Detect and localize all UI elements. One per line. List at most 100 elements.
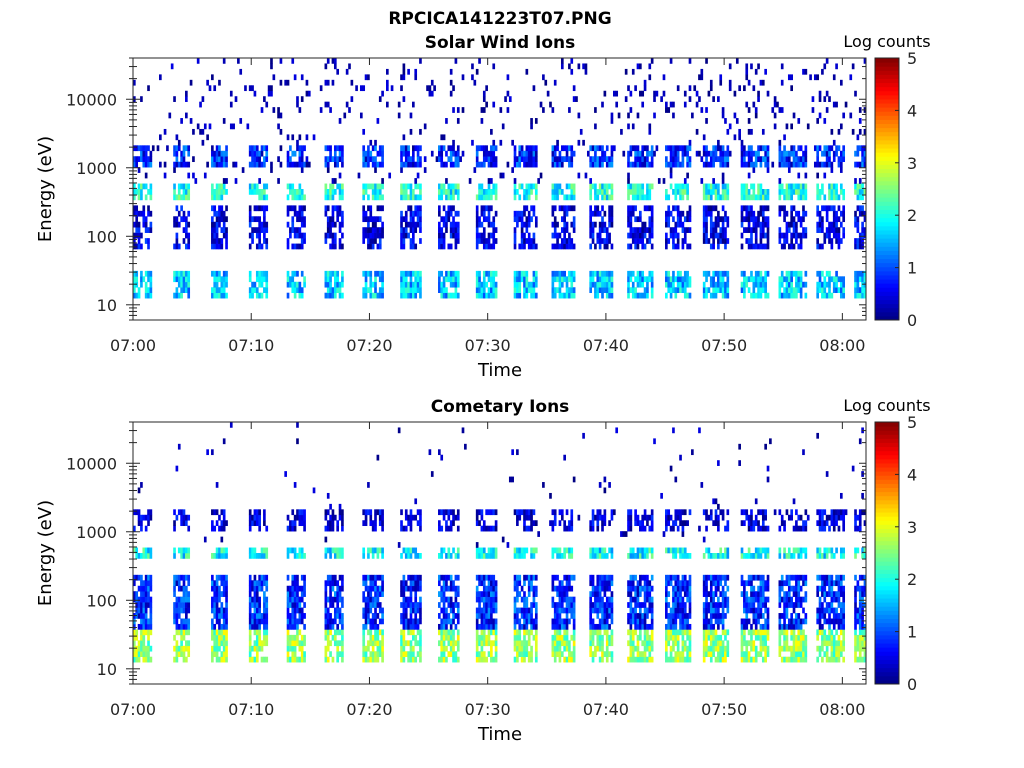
heatmap-cell [530, 292, 533, 299]
heatmap-cell [813, 74, 817, 81]
heatmap-cell [683, 270, 687, 277]
heatmap-cell [565, 276, 569, 283]
heatmap-cell [475, 221, 479, 228]
heatmap-cell [766, 90, 770, 97]
heatmap-cell [298, 205, 302, 212]
heatmap-cell [709, 161, 713, 168]
heatmap-cell [409, 651, 413, 658]
x-tick-label: 07:40 [583, 336, 629, 355]
heatmap-cell [258, 602, 261, 608]
heatmap-cell [376, 205, 380, 212]
heatmap-cell [650, 150, 654, 157]
heatmap-cell [213, 607, 217, 614]
heatmap-cell [371, 618, 375, 625]
heatmap-cell [374, 525, 377, 532]
heatmap-cell [449, 90, 453, 97]
heatmap-cell [182, 623, 186, 630]
heatmap-cell [480, 596, 484, 603]
heatmap-cell [556, 243, 559, 250]
heatmap-cell [149, 547, 153, 554]
heatmap-cell [714, 221, 718, 228]
heatmap-cell [636, 276, 640, 283]
heatmap-cell [185, 161, 188, 168]
heatmap-cell [854, 221, 857, 228]
heatmap-cell [605, 292, 609, 299]
heatmap-cell [400, 640, 403, 647]
heatmap-cell [248, 150, 252, 157]
heatmap-cell [133, 232, 136, 239]
heatmap-cell [464, 443, 467, 450]
heatmap-cell [816, 156, 820, 163]
heatmap-cell [719, 161, 723, 168]
heatmap-cell [220, 287, 224, 294]
heatmap-cell [416, 150, 420, 157]
heatmap-cell [707, 194, 711, 201]
heatmap-cell [629, 227, 633, 233]
heatmap-cell [523, 281, 526, 288]
heatmap-cell [369, 514, 373, 521]
heatmap-cell [565, 281, 569, 288]
heatmap-cell [258, 585, 261, 592]
heatmap-cell [255, 585, 259, 592]
heatmap-cell [532, 602, 536, 608]
heatmap-cell [293, 645, 297, 652]
heatmap-cell [490, 591, 493, 597]
heatmap-cell [837, 276, 841, 283]
heatmap-cell [726, 128, 730, 135]
heatmap-cell [709, 189, 713, 195]
heatmap-cell [133, 596, 136, 603]
heatmap-cell [582, 63, 585, 70]
heatmap-cell [419, 58, 422, 64]
heatmap-cell [341, 281, 344, 288]
heatmap-cell [456, 210, 460, 217]
heatmap-cell [140, 629, 143, 636]
heatmap-cell [419, 514, 422, 521]
heatmap-cell [518, 287, 522, 294]
heatmap-cell [442, 216, 446, 223]
heatmap-cell [369, 629, 373, 636]
heatmap-cell [747, 150, 751, 157]
heatmap-cell [364, 276, 368, 283]
heatmap-cell [371, 623, 375, 630]
heatmap-cell [324, 623, 328, 630]
heatmap-cell [478, 591, 481, 597]
heatmap-cell [650, 276, 654, 283]
heatmap-cell [478, 553, 481, 559]
heatmap-cell [542, 74, 545, 81]
heatmap-cell [291, 216, 295, 223]
heatmap-cell [790, 270, 793, 277]
heatmap-cell [409, 514, 413, 521]
heatmap-cell [175, 276, 179, 283]
heatmap-cell [475, 585, 479, 592]
heatmap-cell [369, 287, 373, 294]
heatmap-cell [520, 547, 524, 554]
heatmap-cell [560, 63, 564, 70]
heatmap-cell [778, 156, 782, 163]
heatmap-cell [265, 238, 269, 244]
heatmap-cell [518, 509, 522, 516]
heatmap-cell [438, 227, 441, 233]
heatmap-cell [634, 238, 637, 244]
heatmap-cell [324, 79, 328, 86]
heatmap-cell [480, 292, 484, 299]
heatmap-cell [639, 156, 642, 163]
heatmap-cell [641, 90, 645, 97]
heatmap-cell [369, 509, 373, 516]
heatmap-cell [248, 613, 252, 619]
colorbar-segment [875, 221, 899, 227]
heatmap-cell [513, 210, 517, 217]
heatmap-cell [438, 449, 441, 456]
heatmap-cell [861, 292, 864, 299]
heatmap-cell [492, 629, 496, 636]
heatmap-cell [404, 596, 408, 603]
heatmap-cell [374, 287, 377, 294]
heatmap-cell [745, 238, 749, 244]
heatmap-cell [303, 221, 306, 228]
heatmap-cell [414, 574, 418, 581]
heatmap-cell [605, 238, 609, 244]
heatmap-cell [856, 145, 860, 152]
heatmap-cell [260, 580, 264, 587]
heatmap-cell [721, 281, 725, 288]
heatmap-cell [255, 645, 259, 652]
heatmap-cell [362, 145, 366, 152]
